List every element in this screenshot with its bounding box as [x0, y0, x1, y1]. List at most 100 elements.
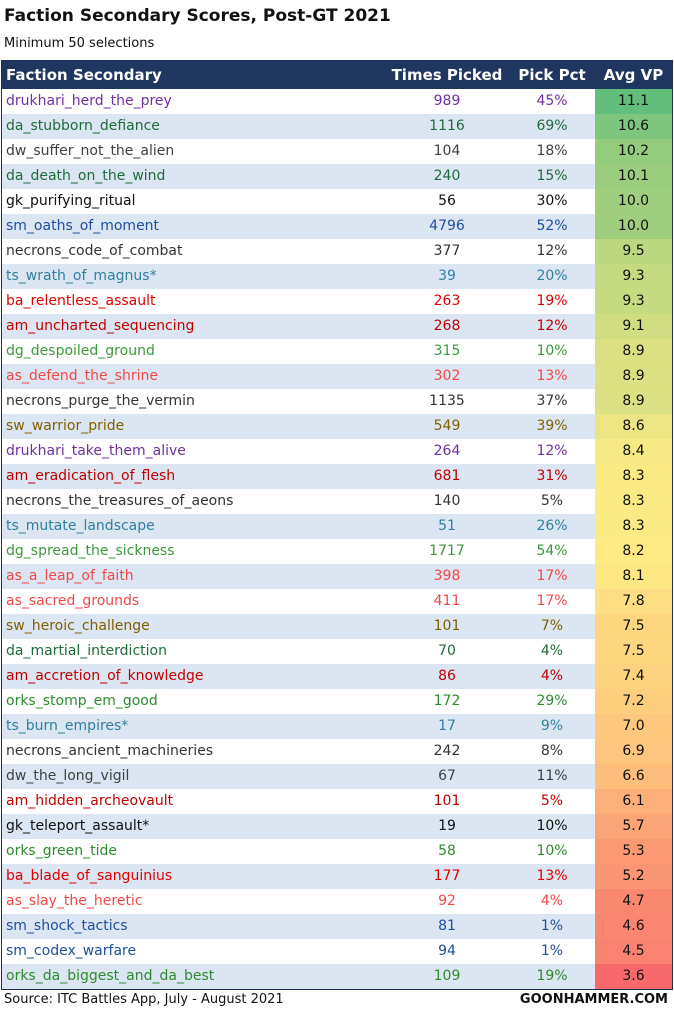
avg-vp: 8.1	[595, 564, 672, 589]
faction-secondary: am_eradication_of_flesh	[6, 468, 176, 484]
avg-vp: 4.7	[595, 889, 672, 914]
table-row: dw_suffer_not_the_alien 104 18% 10.2	[2, 139, 672, 164]
times-picked: 56	[438, 193, 456, 209]
pick-pct: 5%	[540, 793, 564, 809]
table-row: drukhari_herd_the_prey 989 45% 11.1	[2, 89, 672, 114]
faction-secondary: necrons_code_of_combat	[6, 243, 183, 259]
pick-pct: 13%	[536, 868, 568, 884]
times-picked: 1116	[429, 118, 465, 134]
avg-vp: 4.5	[595, 939, 672, 964]
pick-pct: 20%	[536, 268, 568, 284]
times-picked: 51	[438, 518, 456, 534]
pick-pct: 4%	[540, 668, 564, 684]
pick-pct: 5%	[540, 493, 564, 509]
avg-vp: 7.4	[595, 664, 672, 689]
avg-vp: 10.2	[595, 139, 672, 164]
avg-vp: 9.5	[595, 239, 672, 264]
faction-secondary: necrons_ancient_machineries	[6, 743, 214, 759]
subtitle: Minimum 50 selections	[4, 36, 155, 51]
avg-vp: 7.8	[595, 589, 672, 614]
faction-secondary: dw_the_long_vigil	[6, 768, 130, 784]
table-row: as_sacred_grounds 411 17% 7.8	[2, 589, 672, 614]
times-picked: 411	[433, 593, 461, 609]
avg-vp: 10.0	[595, 189, 672, 214]
table-row: sw_warrior_pride 549 39% 8.6	[2, 414, 672, 439]
avg-vp: 7.0	[595, 714, 672, 739]
table-row: am_hidden_archeovault 101 5% 6.1	[2, 789, 672, 814]
table-row: sw_heroic_challenge 101 7% 7.5	[2, 614, 672, 639]
column-header: Faction Secondary	[6, 66, 162, 84]
times-picked: 81	[438, 918, 456, 934]
pick-pct: 8%	[540, 743, 564, 759]
pick-pct: 15%	[536, 168, 568, 184]
pick-pct: 1%	[540, 943, 564, 959]
times-picked: 302	[433, 368, 461, 384]
avg-vp: 7.2	[595, 689, 672, 714]
faction-secondary: as_a_leap_of_faith	[6, 568, 134, 584]
faction-secondary: am_accretion_of_knowledge	[6, 668, 204, 684]
times-picked: 549	[433, 418, 461, 434]
times-picked: 94	[438, 943, 456, 959]
pick-pct: 4%	[540, 643, 564, 659]
pick-pct: 7%	[540, 618, 564, 634]
table-row: orks_green_tide 58 10% 5.3	[2, 839, 672, 864]
faction-secondary: da_stubborn_defiance	[6, 118, 160, 134]
times-picked: 172	[433, 693, 461, 709]
table-row: dg_despoiled_ground 315 10% 8.9	[2, 339, 672, 364]
pick-pct: 52%	[536, 218, 568, 234]
avg-vp: 4.6	[595, 914, 672, 939]
avg-vp: 8.4	[595, 439, 672, 464]
times-picked: 140	[433, 493, 461, 509]
avg-vp: 8.3	[595, 489, 672, 514]
faction-secondary: ts_burn_empires*	[6, 718, 129, 734]
table-row: gk_purifying_ritual 56 30% 10.0	[2, 189, 672, 214]
faction-secondary: sm_codex_warfare	[6, 943, 137, 959]
avg-vp: 5.3	[595, 839, 672, 864]
times-picked: 989	[433, 93, 461, 109]
avg-vp: 5.2	[595, 864, 672, 889]
table-row: sm_codex_warfare 94 1% 4.5	[2, 939, 672, 964]
pick-pct: 30%	[536, 193, 568, 209]
table-row: ts_wrath_of_magnus* 39 20% 9.3	[2, 264, 672, 289]
avg-vp: 8.3	[595, 514, 672, 539]
times-picked: 1135	[429, 393, 465, 409]
pick-pct: 17%	[536, 593, 568, 609]
table-row: da_martial_interdiction 70 4% 7.5	[2, 639, 672, 664]
avg-vp: 5.7	[595, 814, 672, 839]
faction-secondary: as_defend_the_shrine	[6, 368, 158, 384]
pick-pct: 12%	[536, 243, 568, 259]
pick-pct: 18%	[536, 143, 568, 159]
times-picked: 1717	[429, 543, 465, 559]
avg-vp: 8.2	[595, 539, 672, 564]
pick-pct: 19%	[536, 293, 568, 309]
faction-secondary: sw_warrior_pride	[6, 418, 125, 434]
table-row: dg_spread_the_sickness 1717 54% 8.2	[2, 539, 672, 564]
table-row: am_eradication_of_flesh 681 31% 8.3	[2, 464, 672, 489]
pick-pct: 9%	[540, 718, 564, 734]
table-row: orks_stomp_em_good 172 29% 7.2	[2, 689, 672, 714]
table-row: as_slay_the_heretic 92 4% 4.7	[2, 889, 672, 914]
avg-vp: 6.1	[595, 789, 672, 814]
table-row: dw_the_long_vigil 67 11% 6.6	[2, 764, 672, 789]
table-row: da_stubborn_defiance 1116 69% 10.6	[2, 114, 672, 139]
table-row: necrons_ancient_machineries 242 8% 6.9	[2, 739, 672, 764]
avg-vp: 9.3	[595, 264, 672, 289]
faction-secondary: am_uncharted_sequencing	[6, 318, 195, 334]
table-row: gk_teleport_assault* 19 10% 5.7	[2, 814, 672, 839]
times-picked: 398	[433, 568, 461, 584]
pick-pct: 54%	[536, 543, 568, 559]
pick-pct: 10%	[536, 818, 568, 834]
avg-vp: 8.9	[595, 364, 672, 389]
table-row: drukhari_take_them_alive 264 12% 8.4	[2, 439, 672, 464]
table-row: sm_oaths_of_moment 4796 52% 10.0	[2, 214, 672, 239]
pick-pct: 29%	[536, 693, 568, 709]
avg-vp: 7.5	[595, 639, 672, 664]
pick-pct: 17%	[536, 568, 568, 584]
source: Source: ITC Battles App, July - August 2…	[4, 992, 284, 1007]
avg-vp: 9.1	[595, 314, 672, 339]
table-row: sm_shock_tactics 81 1% 4.6	[2, 914, 672, 939]
pick-pct: 45%	[536, 93, 568, 109]
avg-vp: 6.6	[595, 764, 672, 789]
pick-pct: 69%	[536, 118, 568, 134]
